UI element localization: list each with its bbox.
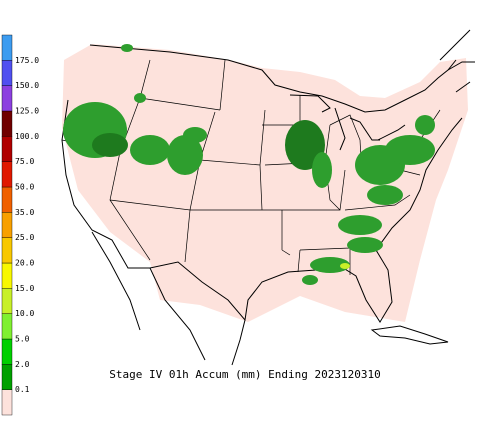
colorbar-swatch <box>1 338 13 365</box>
colorbar-swatch <box>1 288 13 314</box>
coastline <box>61 99 463 323</box>
colorbar-swatch <box>1 364 13 390</box>
colorbar-label: 35.0 <box>15 208 34 217</box>
colorbar-swatch <box>1 212 13 238</box>
rain-area <box>312 152 332 188</box>
colorbar-label: 20.0 <box>15 259 34 268</box>
colorbar-swatch <box>1 85 13 112</box>
canada-coast <box>439 29 475 93</box>
colorbar-label: 75.0 <box>15 157 34 166</box>
colorbar-label: 100.0 <box>15 132 39 141</box>
colorbar-swatch <box>1 313 13 340</box>
colorbar-label: 25.0 <box>15 233 34 242</box>
colorbar-swatch <box>1 389 13 416</box>
map-title: Stage IV 01h Accum (mm) Ending 202312031… <box>109 368 381 381</box>
rain-area <box>92 133 128 157</box>
rain-area <box>415 115 435 135</box>
colorbar: 0.1 2.0 5.0 10.0 15.0 20.0 25.0 35.0 50.0 75.0 100… <box>1 34 39 416</box>
colorbar-label: 150.0 <box>15 81 39 90</box>
rain-area <box>183 127 207 143</box>
rain-area <box>310 257 350 273</box>
colorbar-swatch <box>1 34 13 61</box>
cuba <box>370 325 449 345</box>
colorbar-label: 0.1 <box>15 385 30 394</box>
colorbar-label: 2.0 <box>15 360 30 369</box>
colorbar-label: 50.0 <box>15 183 34 192</box>
colorbar-swatch <box>1 262 13 289</box>
rain-area <box>121 44 133 52</box>
colorbar-label: 125.0 <box>15 107 39 116</box>
colorbar-label: 15.0 <box>15 284 34 293</box>
rain-area <box>134 93 146 103</box>
colorbar-label: 175.0 <box>15 56 39 65</box>
colorbar-label: 10.0 <box>15 309 34 318</box>
precipitation <box>63 44 435 285</box>
rain-area <box>347 237 383 253</box>
rain-area <box>340 263 350 269</box>
rain-area <box>367 185 403 205</box>
map-area <box>61 29 475 366</box>
rain-area <box>385 135 435 165</box>
great-lakes <box>289 94 406 151</box>
rain-area <box>167 135 203 175</box>
colorbar-swatch <box>1 136 13 162</box>
colorbar-swatch <box>1 60 13 86</box>
colorbar-swatch <box>1 237 13 264</box>
coverage-area <box>62 44 468 322</box>
rain-area <box>338 215 382 235</box>
rain-area <box>130 135 170 165</box>
colorbar-swatch <box>1 110 13 137</box>
mexico-coast <box>91 231 246 366</box>
colorbar-swatch <box>1 186 13 213</box>
colorbar-label: 5.0 <box>15 335 30 344</box>
rain-area <box>302 275 318 285</box>
colorbar-swatch <box>1 161 13 188</box>
country-border <box>89 44 457 113</box>
